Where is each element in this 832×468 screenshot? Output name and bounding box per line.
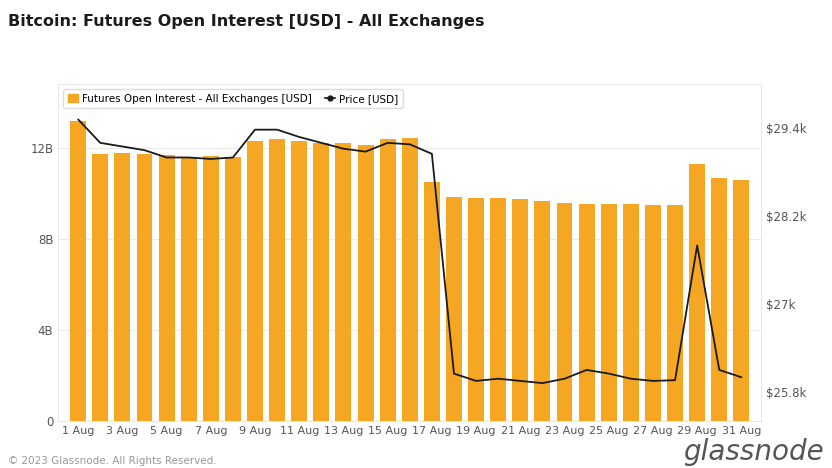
Bar	[314, 143, 329, 421]
Legend: Futures Open Interest - All Exchanges [USD], Price [USD]: Futures Open Interest - All Exchanges [U…	[63, 89, 403, 108]
Bar	[711, 177, 727, 421]
Bar	[689, 164, 706, 421]
Bar	[534, 202, 551, 421]
Bar	[203, 156, 219, 421]
Bar	[70, 121, 86, 421]
Bar	[181, 157, 196, 421]
Bar	[247, 141, 263, 421]
Bar	[379, 139, 395, 421]
Text: © 2023 Glassnode. All Rights Reserved.: © 2023 Glassnode. All Rights Reserved.	[8, 456, 217, 466]
Bar	[557, 203, 572, 421]
Bar	[446, 197, 462, 421]
Bar	[159, 155, 175, 421]
Bar	[513, 199, 528, 421]
Bar	[623, 204, 639, 421]
Bar	[136, 154, 152, 421]
Bar	[601, 204, 617, 421]
Bar	[734, 180, 750, 421]
Bar	[424, 182, 440, 421]
Bar	[335, 143, 351, 421]
Bar	[114, 153, 131, 421]
Bar	[490, 198, 506, 421]
Bar	[667, 205, 683, 421]
Bar	[402, 138, 418, 421]
Bar	[92, 154, 108, 421]
Text: Bitcoin: Futures Open Interest [USD] - All Exchanges: Bitcoin: Futures Open Interest [USD] - A…	[8, 14, 485, 29]
Bar	[291, 141, 307, 421]
Bar	[225, 157, 240, 421]
Text: glassnode: glassnode	[683, 438, 824, 466]
Bar	[358, 145, 374, 421]
Bar	[579, 204, 595, 421]
Bar	[645, 205, 661, 421]
Bar	[270, 139, 285, 421]
Bar	[468, 198, 484, 421]
